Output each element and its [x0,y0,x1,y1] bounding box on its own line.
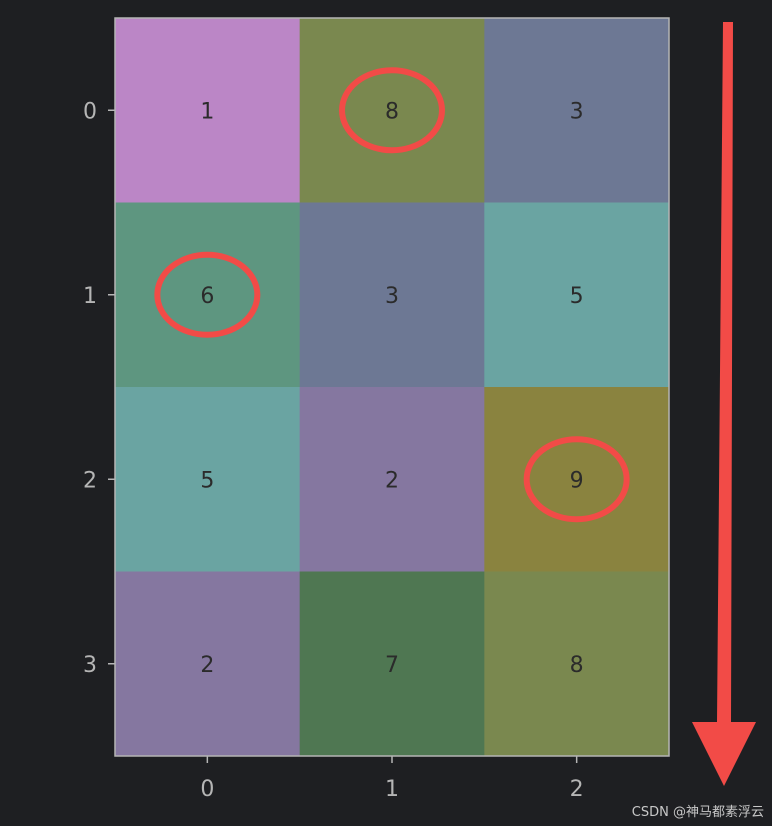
down-arrow-annotation [692,22,756,786]
heatmap-cell [484,387,670,572]
cell-value-label: 1 [200,99,214,124]
highlight-circle [523,436,630,523]
highlight-circle [154,251,261,338]
cell-value-label: 6 [200,284,214,309]
x-tick-label: 0 [200,777,214,802]
cell-value-label: 3 [385,284,399,309]
heatmap-cell [484,571,670,757]
cell-value-label: 2 [200,653,214,678]
heatmap-cell [115,202,301,388]
y-tick-label: 2 [83,468,97,493]
cell-value-label: 8 [570,653,584,678]
cell-value-label: 5 [570,284,584,309]
cell-value-label: 9 [570,468,584,493]
heatmap-cell [299,387,485,572]
cell-value-label: 5 [200,468,214,493]
watermark: CSDN @神马都素浮云 [631,805,764,820]
heatmap-cell [115,387,301,572]
highlight-circle [339,67,445,154]
heatmap-cell [299,18,485,203]
heatmap-cell [299,571,485,757]
heatmap-cell [115,18,301,203]
cell-value-label: 7 [385,653,399,678]
y-tick-label: 1 [83,284,97,309]
cell-value-label: 3 [570,99,584,124]
cell-value-label: 2 [385,468,399,493]
heatmap-cell [484,202,670,388]
heatmap-cell [484,18,670,203]
heatmap-cell [115,571,301,757]
cell-value-label: 8 [385,99,399,124]
x-tick-label: 2 [570,777,584,802]
heatmap-cell [299,202,485,388]
y-tick-label: 0 [83,99,97,124]
x-tick-label: 1 [385,777,399,802]
y-tick-label: 3 [83,653,97,678]
